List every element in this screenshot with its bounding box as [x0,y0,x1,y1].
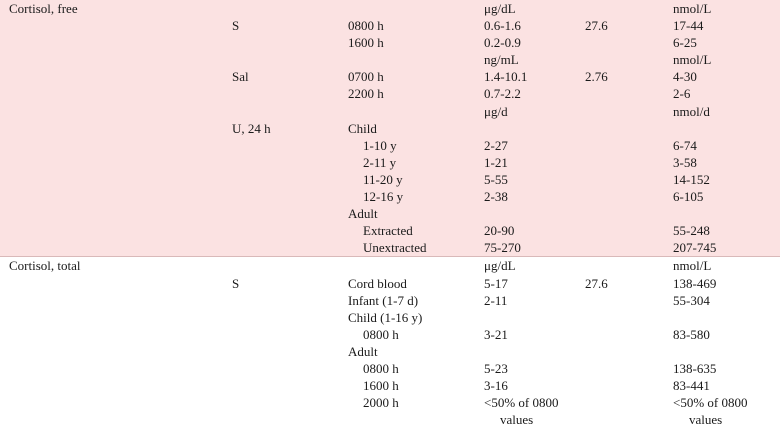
table-row: 2200 h 0.7-2.2 2-6 [0,85,780,102]
si-range-cell: 138-635 [673,360,717,376]
conventional-range-cell: 20-90 [484,223,515,239]
conventional-range-cell: 2-11 [484,292,508,308]
table-row: values values [0,411,780,428]
si-range-cell: nmol/L [673,52,712,68]
table-row: 2000 h <50% of 0800 <50% of 0800 [0,394,780,411]
table-row: 11-20 y 5-55 14-152 [0,171,780,188]
table-row: Unextracted 75-270 207-745 [0,239,780,256]
si-range-cell: 4-30 [673,69,697,85]
si-range-cell: 6-25 [673,35,697,51]
conventional-range-cell: ng/mL [484,52,519,68]
si-range-cell: 6-74 [673,137,697,153]
conventional-range-cell: 3-16 [484,378,508,394]
conventional-range-cell: 0.7-2.2 [484,86,521,102]
condition-cell: 0800 h [348,18,384,34]
conventional-range-cell: μg/dL [484,258,516,274]
conventional-range-cell: 2-27 [484,137,508,153]
specimen-cell: U, 24 h [232,120,271,136]
table-row: Extracted 20-90 55-248 [0,222,780,239]
si-range-cell: 83-580 [673,326,710,342]
conversion-factor-cell: 2.76 [585,69,608,85]
conventional-range-cell: 2-38 [484,189,508,205]
condition-cell: 1600 h [348,35,384,51]
si-range-cell: 55-248 [673,223,710,239]
table-row: Child (1-16 y) [0,309,780,326]
condition-cell: 0700 h [348,69,384,85]
condition-cell: Cord blood [348,275,407,291]
table-row: Sal 0700 h 1.4-10.1 2.76 4-30 [0,68,780,85]
conventional-range-cell: <50% of 0800 [484,395,559,411]
si-range-cell: 2-6 [673,86,691,102]
condition-cell: 2-11 y [363,154,397,170]
conventional-range-cell: 1-21 [484,154,508,170]
condition-cell: Adult [348,206,378,222]
condition-cell: 11-20 y [363,171,403,187]
section-cortisol-total: Cortisol, total μg/dL nmol/L S Cord blood 5-1… [0,257,780,428]
condition-cell: Child (1-16 y) [348,309,423,325]
condition-cell: Extracted [363,223,413,239]
si-range-cell: 17-44 [673,18,704,34]
condition-cell: 1600 h [363,378,399,394]
conventional-range-cell: 75-270 [484,240,521,256]
table-row: 12-16 y 2-38 6-105 [0,188,780,205]
si-range-cell: 14-152 [673,171,710,187]
section-cortisol-free: Cortisol, free μg/dL nmol/L S 0800 h 0.6-1.6 2… [0,0,780,258]
si-range-cell: nmol/L [673,258,712,274]
condition-cell: Unextracted [363,240,427,256]
si-range-cell: nmol/d [673,103,710,119]
si-range-cell: nmol/L [673,1,712,16]
table-row: S 0800 h 0.6-1.6 27.6 17-44 [0,17,780,34]
analyte-name: Cortisol, total [9,258,81,274]
table-row: Infant (1-7 d) 2-11 55-304 [0,292,780,309]
si-range-cell: 3-58 [673,154,697,170]
conventional-range-cell: 0.2-0.9 [484,35,521,51]
table-row: μg/d nmol/d [0,103,780,120]
conversion-factor-cell: 27.6 [585,18,608,34]
analyte-name: Cortisol, free [9,1,78,16]
specimen-cell: Sal [232,69,249,85]
condition-cell: 0800 h [363,360,399,376]
condition-cell: 12-16 y [363,189,404,205]
table-row: 0800 h 5-23 138-635 [0,360,780,377]
table-row: ng/mL nmol/L [0,51,780,68]
reference-range-table: Cortisol, free μg/dL nmol/L S 0800 h 0.6-1.6 2… [0,0,780,428]
si-range-cell: <50% of 0800 [673,395,748,411]
conventional-range-cell: 5-55 [484,171,508,187]
condition-cell: Child [348,120,377,136]
table-row: U, 24 h Child [0,120,780,137]
table-row: S Cord blood 5-17 27.6 138-469 [0,275,780,292]
condition-cell: 2200 h [348,86,384,102]
table-row: 1600 h 3-16 83-441 [0,377,780,394]
conventional-range-cell: 5-23 [484,360,508,376]
conventional-range-cell: 5-17 [484,275,508,291]
table-row: 0800 h 3-21 83-580 [0,326,780,343]
specimen-cell: S [232,18,240,34]
conversion-factor-cell: 27.6 [585,275,608,291]
table-row: Cortisol, total μg/dL nmol/L [0,257,780,274]
conventional-range-cell: 3-21 [484,326,508,342]
table-row: 1600 h 0.2-0.9 6-25 [0,34,780,51]
si-range-cell: 55-304 [673,292,710,308]
conventional-range-cell: μg/d [484,103,508,119]
specimen-cell: S [232,275,240,291]
si-range-cell: values [689,412,723,428]
table-row: Adult [0,205,780,222]
si-range-cell: 138-469 [673,275,717,291]
conventional-range-cell: values [500,412,534,428]
table-row: Cortisol, free μg/dL nmol/L [0,0,780,17]
condition-cell: 0800 h [363,326,399,342]
condition-cell: 2000 h [363,395,399,411]
condition-cell: Infant (1-7 d) [348,292,419,308]
table-row: 2-11 y 1-21 3-58 [0,154,780,171]
table-row: 1-10 y 2-27 6-74 [0,137,780,154]
conventional-range-cell: μg/dL [484,1,516,16]
si-range-cell: 83-441 [673,378,710,394]
si-range-cell: 6-105 [673,189,704,205]
conventional-range-cell: 1.4-10.1 [484,69,528,85]
condition-cell: 1-10 y [363,137,397,153]
condition-cell: Adult [348,343,378,359]
conventional-range-cell: 0.6-1.6 [484,18,521,34]
si-range-cell: 207-745 [673,240,717,256]
table-row: Adult [0,343,780,360]
